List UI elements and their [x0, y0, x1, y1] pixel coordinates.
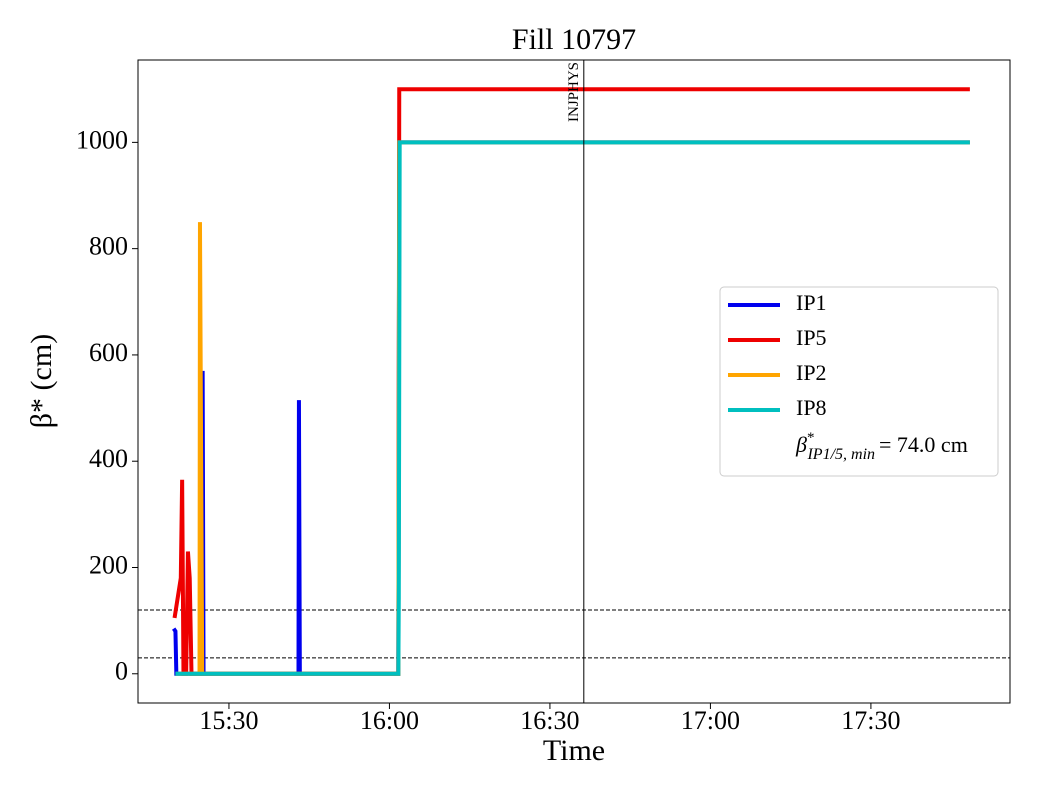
y-tick-label: 800: [89, 232, 128, 261]
x-tick-label: 16:00: [360, 706, 419, 735]
y-tick-label: 0: [115, 657, 128, 686]
chart-title: Fill 10797: [512, 23, 636, 56]
x-tick-label: 15:30: [199, 706, 258, 735]
series-line: [175, 140, 970, 676]
legend-label: IP2: [796, 360, 827, 385]
x-tick-label: 16:30: [520, 706, 579, 735]
note-sub: IP1/5, min: [806, 446, 875, 463]
y-tick-label: 200: [89, 550, 128, 579]
y-tick-label: 1000: [76, 125, 128, 154]
legend-label: IP8: [796, 395, 827, 420]
note-symbol: β: [795, 432, 807, 457]
y-tick-label: 600: [89, 338, 128, 367]
plot-frame: [137, 59, 1011, 704]
legend-label: IP5: [796, 325, 827, 350]
legend-box: [719, 286, 999, 477]
note-text: = 74.0 cm: [879, 432, 968, 457]
legend-note: β* IP1/5, min = 74.0 cm: [795, 430, 968, 462]
note-sup: *: [807, 430, 815, 446]
legend-label: IP1: [796, 290, 827, 315]
y-tick-label: 400: [89, 444, 128, 473]
event-label: INJPHYS: [566, 62, 582, 122]
y-axis-label: β* (cm): [25, 334, 58, 428]
x-tick-label: 17:00: [681, 706, 740, 735]
x-axis-label: Time: [543, 734, 605, 767]
x-tick-label: 17:30: [841, 706, 900, 735]
